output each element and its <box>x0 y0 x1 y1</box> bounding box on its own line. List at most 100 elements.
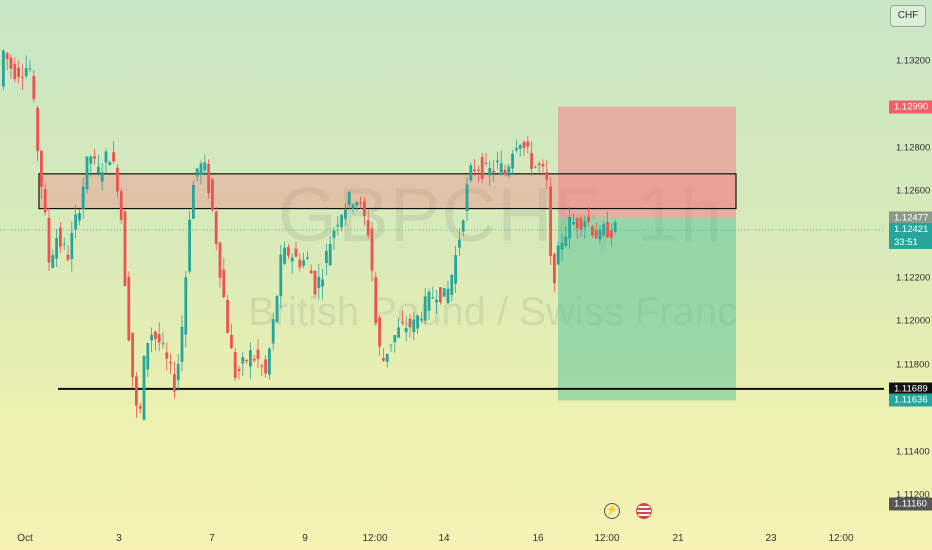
candle <box>446 288 450 304</box>
candle <box>5 53 9 60</box>
candle <box>518 145 522 149</box>
price-tick-label: 1.12800 <box>896 142 931 154</box>
candle <box>17 67 20 78</box>
candle <box>24 68 28 77</box>
candle <box>458 239 461 248</box>
candle <box>382 358 385 361</box>
candle <box>564 236 568 247</box>
candle <box>591 226 594 236</box>
lightning-icon[interactable]: ⚡ <box>604 503 620 519</box>
candle <box>176 363 180 381</box>
price-axis[interactable] <box>884 0 932 522</box>
candle <box>325 250 328 264</box>
candle <box>2 50 5 87</box>
candle <box>127 276 131 341</box>
candle <box>389 344 393 346</box>
candle <box>408 318 412 328</box>
time-tick-label: 23 <box>765 533 777 544</box>
candle <box>211 179 214 211</box>
candle <box>271 319 275 344</box>
candle <box>47 217 51 263</box>
candle <box>230 334 233 349</box>
take-profit-zone <box>558 217 736 401</box>
flag-icon[interactable] <box>636 503 652 519</box>
candle <box>222 269 226 298</box>
candle <box>256 349 260 359</box>
candle <box>488 167 492 176</box>
candle <box>169 361 172 364</box>
candle <box>477 169 480 171</box>
candle <box>545 172 549 180</box>
candle <box>553 253 556 284</box>
candle <box>214 211 218 245</box>
candle <box>218 242 222 278</box>
price-tick-label: 1.11800 <box>896 359 930 371</box>
candle <box>416 315 419 329</box>
candle <box>568 217 571 239</box>
time-tick-label: 12:00 <box>828 533 854 544</box>
candle <box>556 245 560 265</box>
candle <box>119 191 123 221</box>
chart-plot-area[interactable] <box>0 0 884 522</box>
candle <box>355 202 359 206</box>
candle <box>188 219 191 272</box>
candle <box>157 334 161 343</box>
candle <box>442 288 446 297</box>
candle <box>336 224 340 227</box>
candle <box>328 244 332 266</box>
candle <box>93 156 96 159</box>
candle <box>36 107 39 152</box>
currency-button[interactable]: CHF <box>890 5 926 27</box>
candle <box>85 156 89 190</box>
candle <box>203 162 207 171</box>
candle <box>104 151 108 163</box>
candle <box>385 353 389 362</box>
chart-canvas[interactable] <box>0 0 884 522</box>
candle <box>264 359 267 374</box>
candle <box>439 287 442 303</box>
candle <box>454 255 457 284</box>
time-tick-label: 12:00 <box>362 533 388 544</box>
candle <box>598 229 602 240</box>
candle <box>70 232 74 260</box>
candle <box>587 216 590 222</box>
candle <box>131 332 134 378</box>
candle <box>347 192 351 205</box>
candle <box>420 318 423 321</box>
time-tick-label: 12:00 <box>594 533 620 544</box>
candle <box>51 255 55 268</box>
candle <box>340 215 343 228</box>
candle <box>138 406 142 409</box>
candle <box>423 296 427 321</box>
price-tag: 1.12990 <box>889 100 932 114</box>
time-tick-label: 14 <box>438 533 450 544</box>
candle <box>28 68 32 70</box>
candle <box>40 150 43 187</box>
candle <box>226 300 229 334</box>
candle <box>537 163 541 166</box>
candle <box>55 238 58 259</box>
candle <box>404 327 408 333</box>
candle <box>606 222 609 238</box>
candle <box>116 167 119 192</box>
candle <box>515 148 518 151</box>
candle <box>344 209 347 219</box>
candle <box>549 186 552 257</box>
candle <box>195 168 199 177</box>
candle <box>594 230 598 239</box>
candle <box>78 213 81 221</box>
candle <box>298 259 302 268</box>
candle <box>431 297 435 299</box>
candle <box>135 376 138 406</box>
price-tag-value: 1.11160 <box>894 498 927 510</box>
candle <box>150 334 153 341</box>
candle <box>237 368 241 372</box>
price-tick-label: 1.11400 <box>896 446 930 458</box>
candle <box>294 248 298 257</box>
candle <box>427 291 431 311</box>
candle <box>572 222 575 225</box>
candle <box>306 257 309 259</box>
candle <box>100 172 104 182</box>
candle <box>534 166 537 168</box>
